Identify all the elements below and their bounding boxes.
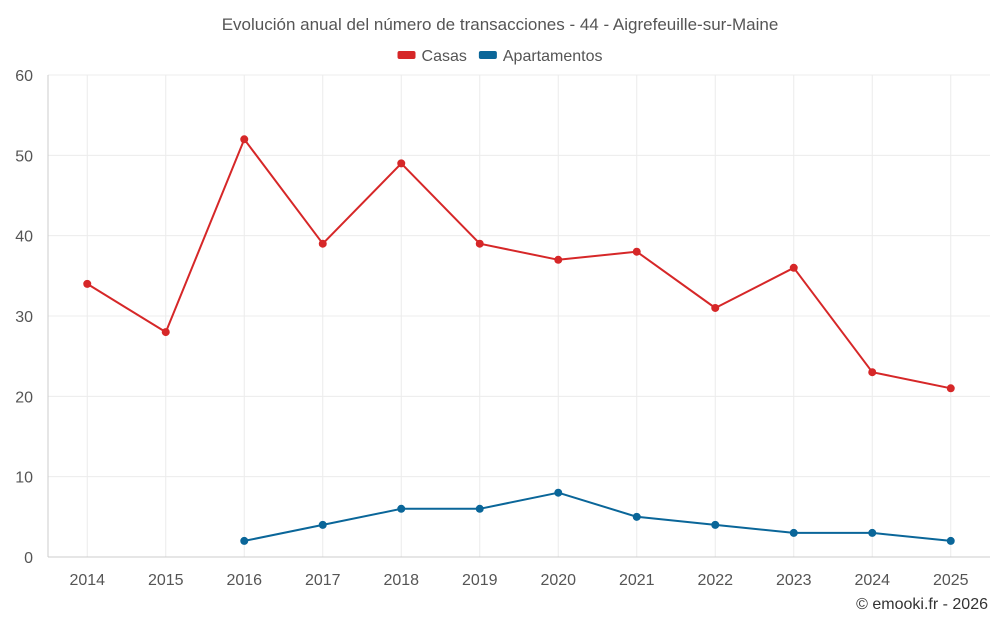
data-point-casas-2014[interactable] [83,279,92,288]
data-point-apartamentos-2017[interactable] [318,520,327,529]
legend-swatch-casas [397,51,416,59]
data-point-apartamentos-2019[interactable] [475,504,484,513]
data-point-casas-2019[interactable] [475,239,484,248]
data-point-apartamentos-2018[interactable] [397,504,406,513]
series-line-apartamentos [244,491,951,542]
y-tick-label: 50 [15,148,33,165]
data-point-casas-2022[interactable] [711,303,720,312]
data-point-casas-2024[interactable] [868,368,877,377]
data-point-casas-2016[interactable] [240,135,249,144]
data-point-casas-2020[interactable] [554,255,563,264]
y-tick-label: 0 [24,550,33,567]
series-layer [83,135,955,545]
x-tick-label: 2025 [933,572,969,589]
legend-label-casas[interactable]: Casas [422,48,467,65]
x-tick-label: 2016 [226,572,262,589]
y-tick-label: 60 [15,68,33,85]
x-tick-label: 2014 [69,572,105,589]
data-point-casas-2021[interactable] [632,247,641,256]
data-point-casas-2023[interactable] [789,263,798,272]
y-tick-label: 20 [15,389,33,406]
x-tick-label: 2015 [148,572,184,589]
y-tick-label: 40 [15,229,33,246]
x-tick-label: 2021 [619,572,655,589]
data-point-casas-2025[interactable] [946,384,955,393]
x-tick-label: 2024 [854,572,890,589]
data-point-apartamentos-2025[interactable] [946,536,955,545]
x-axis: 2014 2015 2016 2017 2018 2019 2020 2021 2022 2023… [48,556,990,589]
chart-title: Evolución anual del número de transaccio… [222,15,779,34]
data-point-apartamentos-2020[interactable] [554,488,563,497]
x-tick-label: 2023 [776,572,812,589]
x-tick-label: 2020 [540,572,576,589]
x-tick-label: 2019 [462,572,498,589]
legend-label-apartamentos[interactable]: Apartamentos [503,48,603,65]
data-point-apartamentos-2016[interactable] [240,536,249,545]
data-point-casas-2015[interactable] [161,328,170,337]
series-line-casas [86,138,952,390]
data-point-apartamentos-2021[interactable] [632,512,641,521]
y-tick-label: 30 [15,309,33,326]
data-point-casas-2017[interactable] [318,239,327,248]
x-tick-label: 2017 [305,572,341,589]
y-axis: 0 10 20 30 40 50 60 [15,68,49,567]
grid [48,74,990,557]
x-tick-label: 2018 [383,572,419,589]
legend: Casas Apartamentos [397,48,603,65]
legend-swatch-apartamentos [478,51,497,59]
data-point-casas-2018[interactable] [397,159,406,168]
data-point-apartamentos-2023[interactable] [789,528,798,537]
x-tick-label: 2022 [697,572,733,589]
data-point-apartamentos-2022[interactable] [711,520,720,529]
data-point-apartamentos-2024[interactable] [868,528,877,537]
credit-text: © emooki.fr - 2026 [856,596,988,613]
y-tick-label: 10 [15,470,33,487]
